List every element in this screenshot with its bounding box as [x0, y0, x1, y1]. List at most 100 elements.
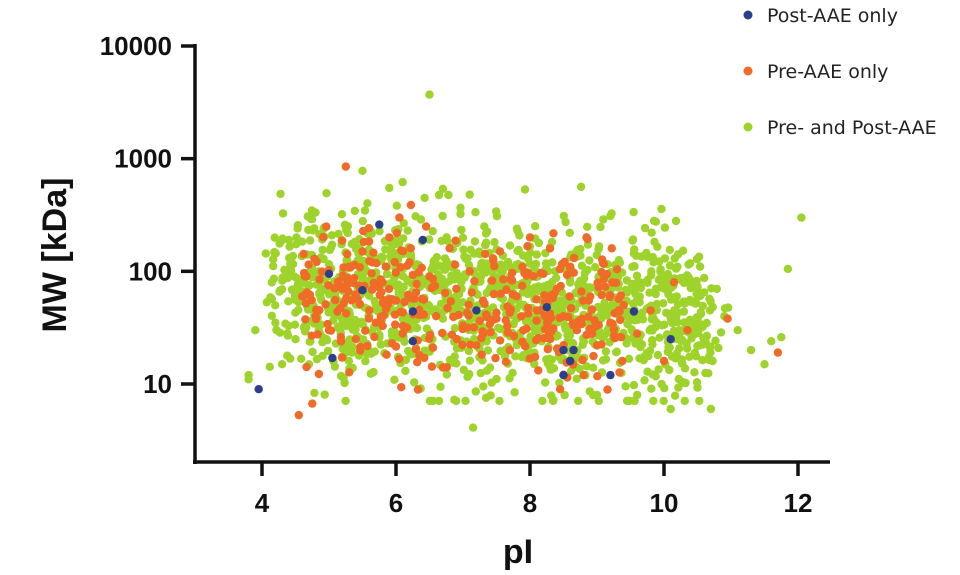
point-pre-and-post-aae	[382, 269, 392, 279]
point-pre-and-post-aae	[674, 374, 683, 384]
point-pre-and-post-aae	[450, 323, 460, 333]
point-pre-aae-only	[539, 269, 548, 278]
x-tick-label: 10	[650, 488, 679, 518]
point-pre-aae-only	[512, 292, 521, 301]
point-pre-aae-only	[367, 269, 376, 278]
point-pre-aae-only	[467, 288, 476, 297]
point-pre-and-post-aae	[692, 254, 702, 264]
point-pre-and-post-aae	[412, 323, 422, 333]
point-pre-and-post-aae	[278, 209, 288, 218]
point-pre-aae-only	[314, 369, 324, 379]
point-pre-and-post-aae	[482, 366, 492, 375]
point-pre-and-post-aae	[647, 228, 656, 237]
point-pre-and-post-aae	[660, 320, 669, 329]
point-pre-and-post-aae	[452, 396, 461, 406]
point-pre-and-post-aae	[601, 355, 611, 364]
point-pre-and-post-aae	[636, 342, 645, 352]
point-pre-aae-only	[597, 290, 606, 300]
point-pre-and-post-aae	[438, 211, 447, 221]
point-pre-and-post-aae	[360, 206, 370, 215]
y-tick-label: 10	[143, 369, 172, 399]
point-pre-and-post-aae	[280, 265, 289, 274]
point-pre-aae-only	[610, 334, 619, 343]
point-pre-and-post-aae	[695, 262, 705, 271]
point-pre-aae-only	[619, 301, 628, 310]
point-pre-aae-only	[540, 291, 549, 300]
point-pre-aae-only	[365, 306, 374, 315]
point-pre-and-post-aae	[594, 244, 603, 254]
point-pre-and-post-aae	[565, 228, 574, 237]
point-pre-and-post-aae	[358, 216, 367, 226]
point-pre-and-post-aae	[298, 237, 307, 246]
point-pre-and-post-aae	[545, 362, 554, 371]
point-pre-and-post-aae	[425, 235, 434, 244]
point-pre-aae-only	[370, 332, 379, 342]
point-pre-and-post-aae	[673, 262, 682, 271]
point-pre-and-post-aae	[656, 265, 665, 274]
point-pre-aae-only	[338, 284, 347, 293]
point-pre-and-post-aae	[706, 404, 716, 414]
point-post-aae-only	[569, 345, 578, 355]
point-pre-and-post-aae	[392, 201, 401, 210]
point-pre-and-post-aae	[422, 324, 432, 333]
point-pre-aae-only	[317, 267, 327, 276]
point-pre-aae-only	[557, 260, 567, 269]
y-tick-label: 1000	[114, 144, 172, 174]
point-pre-and-post-aae	[655, 257, 664, 266]
point-pre-aae-only	[324, 326, 334, 335]
point-pre-aae-only	[371, 318, 381, 327]
point-post-aae-only	[559, 345, 568, 355]
point-pre-and-post-aae	[452, 359, 461, 368]
point-pre-aae-only	[616, 333, 626, 342]
point-pre-aae-only	[475, 316, 484, 325]
point-pre-aae-only	[566, 262, 575, 271]
point-pre-and-post-aae	[288, 259, 298, 269]
point-pre-aae-only	[492, 314, 501, 323]
point-pre-aae-only	[607, 244, 616, 253]
point-pre-and-post-aae	[695, 396, 704, 406]
point-pre-and-post-aae	[531, 222, 540, 231]
point-pre-aae-only	[395, 213, 404, 222]
point-pre-and-post-aae	[561, 324, 570, 334]
point-pre-aae-only	[424, 334, 434, 343]
point-pre-aae-only	[351, 335, 360, 344]
point-pre-aae-only	[470, 276, 479, 286]
point-pre-aae-only	[478, 296, 488, 305]
point-pre-and-post-aae	[284, 235, 293, 245]
point-pre-aae-only	[472, 341, 481, 350]
point-pre-and-post-aae	[547, 355, 556, 365]
point-pre-aae-only	[592, 341, 602, 350]
point-pre-and-post-aae	[665, 245, 674, 255]
point-pre-aae-only	[572, 326, 582, 335]
point-pre-and-post-aae	[671, 313, 681, 322]
point-pre-aae-only	[363, 341, 372, 351]
point-pre-aae-only	[365, 256, 374, 266]
point-pre-and-post-aae	[679, 297, 688, 306]
point-pre-and-post-aae	[471, 208, 480, 217]
point-pre-and-post-aae	[323, 346, 333, 356]
point-pre-and-post-aae	[495, 396, 504, 406]
point-pre-and-post-aae	[347, 315, 357, 324]
point-pre-and-post-aae	[361, 357, 370, 366]
point-pre-and-post-aae	[304, 225, 313, 235]
point-pre-aae-only	[336, 337, 346, 346]
point-pre-and-post-aae	[483, 346, 493, 355]
point-pre-and-post-aae	[689, 297, 698, 307]
point-pre-aae-only	[452, 284, 461, 293]
point-pre-aae-only	[350, 273, 359, 283]
point-pre-and-post-aae	[434, 396, 444, 406]
point-post-aae-only	[559, 370, 568, 380]
point-pre-aae-only	[609, 325, 619, 334]
point-pre-and-post-aae	[513, 227, 522, 236]
point-pre-aae-only	[355, 263, 364, 272]
point-pre-and-post-aae	[277, 360, 287, 369]
axes	[193, 44, 830, 464]
point-pre-and-post-aae	[705, 306, 715, 315]
point-pre-and-post-aae	[579, 337, 588, 346]
point-pre-and-post-aae	[585, 387, 594, 396]
point-pre-and-post-aae	[633, 390, 642, 400]
point-pre-aae-only	[304, 260, 313, 269]
point-pre-and-post-aae	[291, 308, 300, 317]
point-pre-aae-only	[413, 358, 422, 367]
